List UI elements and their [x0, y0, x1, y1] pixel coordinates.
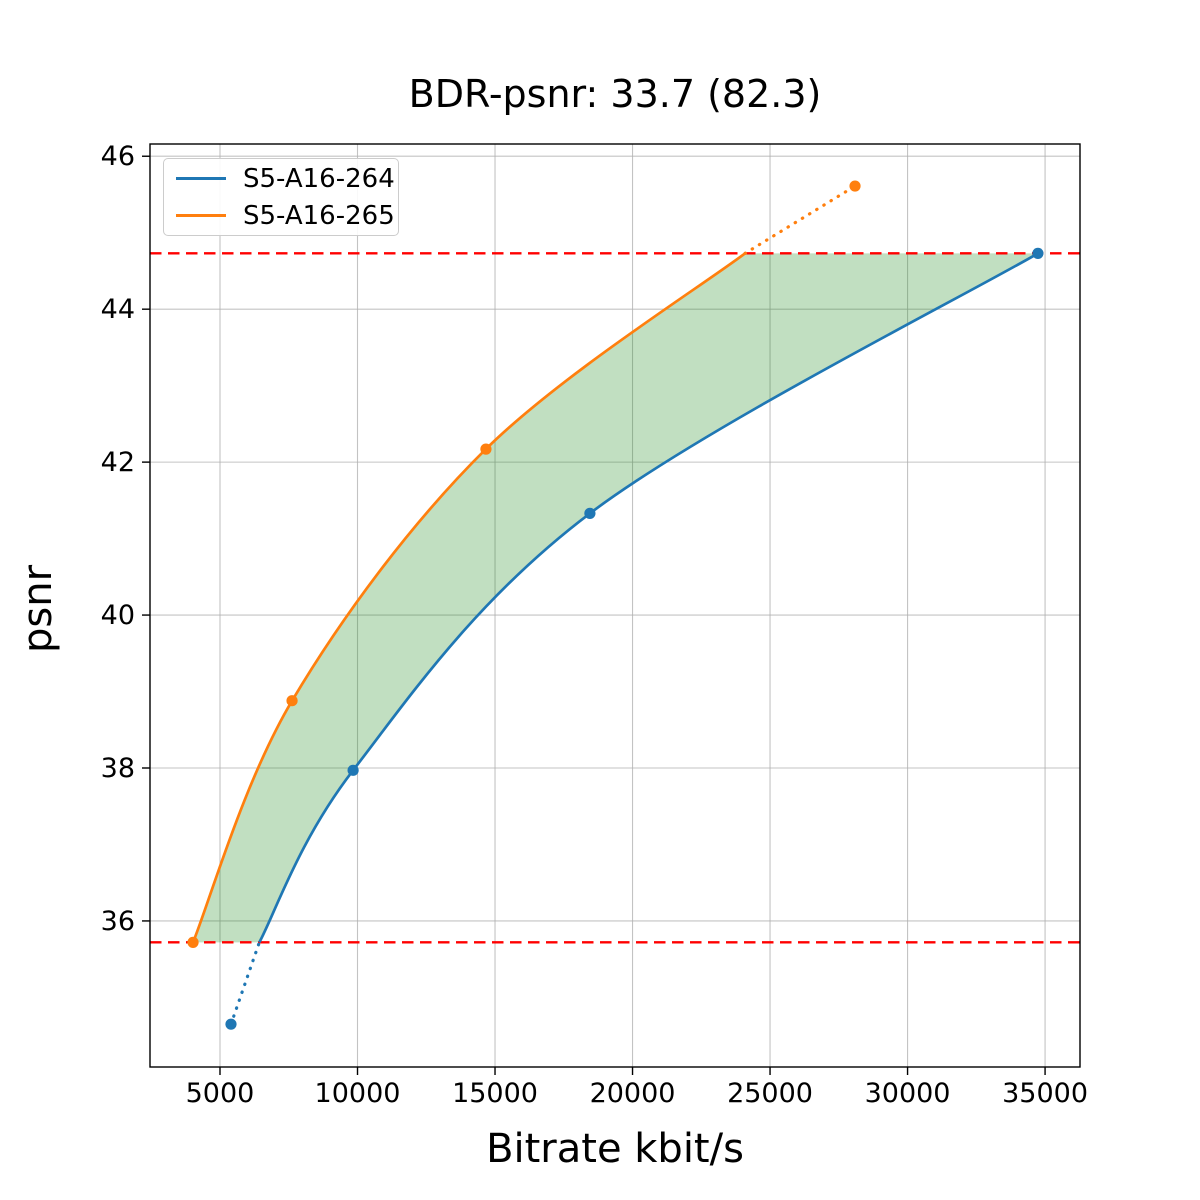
series-265-curve — [191, 252, 746, 943]
legend-line-swatch-orange — [176, 214, 226, 217]
y-tick-label: 42 — [101, 447, 135, 478]
data-point-S5-A16-264 — [225, 1018, 237, 1030]
data-point-S5-A16-265 — [286, 695, 298, 707]
x-tick-label: 25000 — [727, 1078, 813, 1109]
bd-area-fill — [193, 253, 1038, 943]
legend-entry-264: S5-A16-264 — [164, 166, 398, 192]
data-point-S5-A16-265 — [187, 936, 199, 948]
data-point-S5-A16-265 — [480, 443, 492, 455]
legend: S5-A16-264 S5-A16-265 — [163, 158, 399, 236]
x-tick-label: 20000 — [590, 1078, 676, 1109]
x-tick-label: 30000 — [865, 1078, 951, 1109]
x-tick-label: 15000 — [452, 1078, 538, 1109]
y-tick-label: 40 — [101, 600, 135, 631]
series-265-dotted-segment — [743, 184, 857, 255]
x-axis-label: Bitrate kbit/s — [486, 1126, 744, 1172]
legend-label-265: S5-A16-265 — [243, 200, 395, 231]
x-tick-label: 5000 — [186, 1078, 255, 1109]
x-tick-label: 35000 — [1002, 1078, 1088, 1109]
series-264-dotted-segment — [229, 940, 261, 1026]
y-tick-label: 38 — [101, 753, 135, 784]
data-point-S5-A16-265 — [849, 180, 861, 192]
legend-line-swatch-blue — [176, 177, 226, 180]
x-tick-label: 10000 — [315, 1078, 401, 1109]
data-point-S5-A16-264 — [584, 507, 596, 519]
y-tick-label: 36 — [101, 906, 135, 937]
series-264-curve — [258, 252, 1039, 944]
y-axis-label: psnr — [15, 564, 61, 654]
axes-frame — [149, 143, 1081, 1068]
y-tick-label: 46 — [101, 141, 135, 172]
data-point-S5-A16-264 — [1032, 247, 1044, 259]
data-point-S5-A16-264 — [347, 764, 359, 776]
legend-entry-265: S5-A16-265 — [164, 203, 398, 229]
legend-label-264: S5-A16-264 — [243, 163, 395, 194]
chart-title: BDR-psnr: 33.7 (82.3) — [408, 72, 822, 116]
y-tick-label: 44 — [101, 294, 135, 325]
